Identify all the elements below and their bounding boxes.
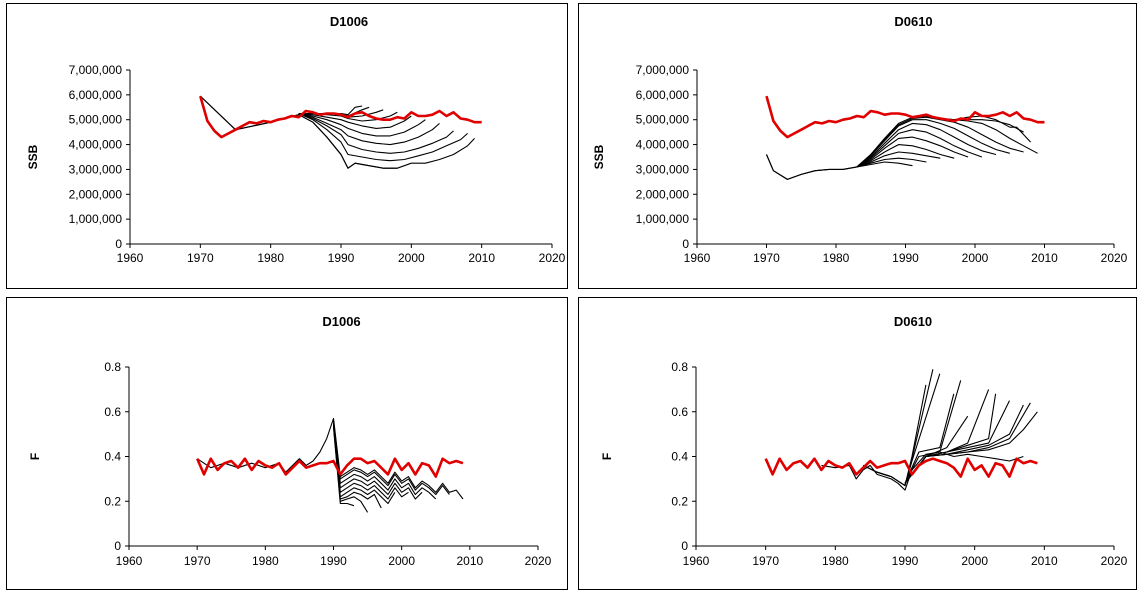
- y-tick-label: 0: [681, 539, 688, 553]
- retrospective-run-line: [332, 425, 382, 509]
- y-tick-label: 0.2: [104, 494, 121, 508]
- chart-panel-ssb-d1006: D1006 SSB 0 1,000,000 2,000,000 3,000,000 4,00…: [6, 3, 568, 289]
- retrospective-run-line: [856, 144, 955, 168]
- x-tick-label: 2010: [1031, 554, 1058, 568]
- chart-panel-ssb-d0610: D0610 SSB 0 1,000,000 2,000,000 3,000,000 4,00…: [578, 3, 1137, 289]
- y-tick-label: 0.8: [671, 360, 688, 374]
- retrospective-run-line: [765, 154, 913, 180]
- retrospective-run-line: [904, 380, 962, 484]
- y-tick-label: 0.4: [104, 450, 121, 464]
- chart-svg: D1006 SSB 0 1,000,000 2,000,000 3,000,000 4,00…: [26, 14, 566, 265]
- retrospective-run-line: [332, 422, 409, 500]
- y-tick-label: 0.4: [671, 450, 688, 464]
- chart-title: D1006: [322, 314, 360, 329]
- x-tick-label: 1990: [320, 554, 347, 568]
- y-tick-label: 0.2: [671, 494, 688, 508]
- y-tick-label: 4,000,000: [636, 138, 690, 152]
- y-tick-label: 4,000,000: [69, 138, 123, 152]
- baseline-series-line: [199, 95, 482, 139]
- y-tick-label: 3,000,000: [636, 162, 690, 176]
- x-tick-label: 2000: [398, 251, 425, 265]
- retrospective-run-line: [332, 422, 396, 505]
- x-tick-label: 1980: [822, 554, 849, 568]
- retrospective-run-line: [298, 112, 426, 137]
- y-tick-label: 5,000,000: [69, 113, 123, 127]
- retrospective-run-line: [856, 119, 1010, 168]
- x-tick-label: 1970: [752, 554, 779, 568]
- x-tick-label: 2000: [962, 251, 989, 265]
- retrospective-run-line: [765, 154, 927, 180]
- retrospective-run-line: [904, 393, 955, 484]
- retrospective-run-line: [298, 112, 468, 162]
- x-tick-label: 1980: [252, 554, 279, 568]
- x-tick-label: 1960: [684, 251, 711, 265]
- y-axis-label: SSB: [26, 144, 40, 169]
- retrospective-run-line: [856, 151, 941, 168]
- y-tick-label: 0: [114, 539, 121, 553]
- x-tick-label: 2020: [525, 554, 552, 568]
- y-tick-label: 0: [682, 237, 689, 251]
- retrospective-run-line: [904, 411, 1038, 484]
- x-tick-label: 1960: [116, 554, 143, 568]
- x-tick-label: 2000: [961, 554, 988, 568]
- retrospective-run-line: [298, 112, 440, 146]
- retrospective-run-line: [332, 420, 437, 500]
- retrospective-run-line: [332, 420, 450, 496]
- y-axis-label: F: [600, 453, 614, 460]
- x-tick-label: 1990: [328, 251, 355, 265]
- x-tick-label: 1990: [892, 251, 919, 265]
- retrospective-run-line: [856, 129, 983, 168]
- x-tick-label: 1980: [823, 251, 850, 265]
- x-tick-label: 1970: [187, 251, 214, 265]
- x-tick-label: 2010: [468, 251, 495, 265]
- x-tick-label: 2020: [539, 251, 566, 265]
- retrospective-run-line: [332, 422, 423, 500]
- x-tick-label: 1960: [683, 554, 710, 568]
- y-tick-label: 2,000,000: [69, 187, 123, 201]
- chart-title: D1006: [330, 14, 368, 29]
- y-axis-label: F: [28, 453, 42, 460]
- y-tick-label: 0.6: [104, 405, 121, 419]
- x-tick-label: 2010: [1031, 251, 1058, 265]
- y-tick-label: 7,000,000: [636, 63, 690, 77]
- y-axis-label: SSB: [592, 144, 606, 169]
- x-tick-label: 2000: [388, 554, 415, 568]
- chart-svg: D0610 F 0 0.2 0.4 0.6 0.8 1960 1970 1980 1990 2000 2…: [600, 314, 1128, 568]
- y-tick-label: 1,000,000: [636, 212, 690, 226]
- y-tick-label: 3,000,000: [69, 162, 123, 176]
- chart-title: D0610: [894, 314, 932, 329]
- chart-title: D0610: [894, 14, 932, 29]
- y-tick-label: 0: [115, 237, 122, 251]
- x-tick-label: 1980: [257, 251, 284, 265]
- y-tick-label: 2,000,000: [636, 187, 690, 201]
- y-tick-label: 6,000,000: [636, 88, 690, 102]
- x-tick-label: 1970: [753, 251, 780, 265]
- y-tick-label: 5,000,000: [636, 113, 690, 127]
- y-tick-label: 6,000,000: [69, 88, 123, 102]
- retrospective-run-line: [856, 122, 997, 168]
- y-tick-label: 7,000,000: [69, 63, 123, 77]
- x-tick-label: 2010: [456, 554, 483, 568]
- x-tick-label: 2020: [1101, 554, 1128, 568]
- baseline-series-line: [196, 457, 464, 478]
- chart-panel-f-d1006: D1006 F 0 0.2 0.4 0.6 0.8 1960 1970 1980 1990 2000 2…: [6, 297, 568, 590]
- chart-svg: D0610 SSB 0 1,000,000 2,000,000 3,000,000 4,00…: [592, 14, 1128, 265]
- retrospective-run-line: [196, 417, 464, 500]
- chart-svg: D1006 F 0 0.2 0.4 0.6 0.8 1960 1970 1980 1990 2000 2…: [28, 314, 552, 568]
- y-tick-label: 0.6: [671, 405, 688, 419]
- chart-panel-f-d0610: D0610 F 0 0.2 0.4 0.6 0.8 1960 1970 1980 1990 2000 2…: [578, 297, 1137, 590]
- retrospective-run-line: [298, 112, 454, 154]
- x-tick-label: 2020: [1101, 251, 1128, 265]
- retrospective-run-line: [856, 136, 969, 168]
- y-tick-label: 1,000,000: [69, 212, 123, 226]
- retrospective-run-line: [862, 373, 941, 487]
- baseline-series-line: [765, 95, 1045, 139]
- x-tick-label: 1960: [117, 251, 144, 265]
- retrospective-run-line: [821, 451, 1024, 491]
- x-tick-label: 1970: [184, 554, 211, 568]
- retrospective-run-line: [298, 112, 412, 129]
- x-tick-label: 1990: [892, 554, 919, 568]
- baseline-series-line: [764, 457, 1038, 478]
- y-tick-label: 0.8: [104, 360, 121, 374]
